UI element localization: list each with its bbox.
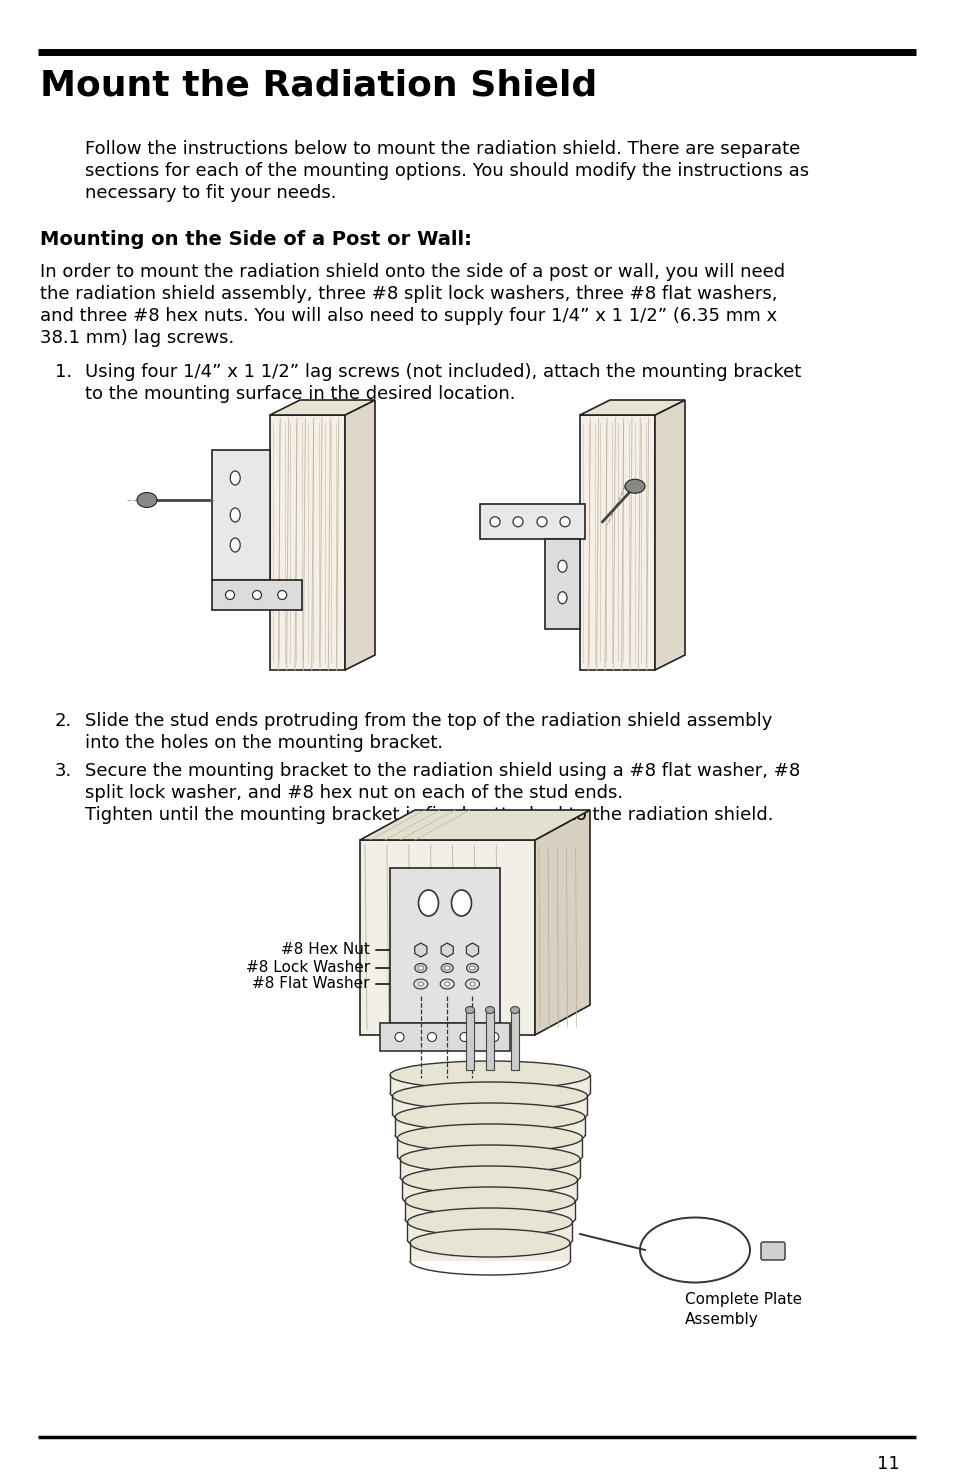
Bar [479,504,584,540]
Ellipse shape [459,1032,469,1041]
Bar [407,1221,572,1240]
FancyBboxPatch shape [760,1242,784,1260]
Bar [359,839,535,1035]
Ellipse shape [490,516,499,527]
Text: 3.: 3. [55,763,72,780]
Text: #8 Flat Washer: #8 Flat Washer [253,976,370,991]
Text: #8 Hex Nut: #8 Hex Nut [281,943,370,957]
Text: Slide the stud ends protruding from the top of the radiation shield assembly: Slide the stud ends protruding from the … [85,712,772,730]
Ellipse shape [485,1006,494,1013]
Bar [212,450,270,580]
Text: Mounting on the Side of a Post or Wall:: Mounting on the Side of a Post or Wall: [40,230,472,249]
Text: Tighten until the mounting bracket is firmly attached to the radiation shield.: Tighten until the mounting bracket is fi… [85,805,773,825]
Text: sections for each of the mounting options. You should modify the instructions as: sections for each of the mounting option… [85,162,808,180]
Ellipse shape [402,1167,577,1193]
Ellipse shape [427,1032,436,1041]
Ellipse shape [392,1083,587,1111]
Text: into the holes on the mounting bracket.: into the holes on the mounting bracket. [85,735,442,752]
Text: Follow the instructions below to mount the radiation shield. There are separate: Follow the instructions below to mount t… [85,140,800,158]
Bar [410,1243,569,1261]
Ellipse shape [417,982,423,985]
Text: 2.: 2. [55,712,72,730]
Bar [379,1024,510,1052]
Ellipse shape [417,966,423,971]
Ellipse shape [444,982,449,985]
Text: Mount the Radiation Shield: Mount the Radiation Shield [40,68,597,102]
Ellipse shape [558,591,566,603]
Bar [579,414,655,670]
Bar [390,1075,589,1093]
Bar [402,1180,577,1198]
Bar [270,414,345,670]
Bar [544,540,579,630]
Polygon shape [359,810,589,839]
Text: In order to mount the radiation shield onto the side of a post or wall, you will: In order to mount the radiation shield o… [40,263,784,282]
Text: Complete Plate
Assembly: Complete Plate Assembly [684,1292,801,1328]
Ellipse shape [395,1103,584,1131]
Bar [397,1139,582,1156]
Text: Using four 1/4” x 1 1/2” lag screws (not included), attach the mounting bracket: Using four 1/4” x 1 1/2” lag screws (not… [85,363,801,381]
Ellipse shape [137,493,157,507]
Bar [465,1010,474,1069]
Bar [212,580,302,611]
Text: the radiation shield assembly, three #8 split lock washers, three #8 flat washer: the radiation shield assembly, three #8 … [40,285,777,302]
Bar [392,1096,587,1114]
Ellipse shape [225,590,234,599]
Ellipse shape [559,516,569,527]
Bar [405,1201,575,1218]
Polygon shape [655,400,684,670]
Ellipse shape [390,1061,589,1089]
Ellipse shape [230,538,240,552]
Polygon shape [345,400,375,670]
Ellipse shape [415,963,426,972]
Text: to the mounting surface in the desired location.: to the mounting surface in the desired l… [85,385,515,403]
Ellipse shape [513,516,522,527]
Ellipse shape [414,979,427,990]
Ellipse shape [440,963,453,972]
Ellipse shape [407,1208,572,1236]
Ellipse shape [230,471,240,485]
Ellipse shape [537,516,546,527]
Ellipse shape [466,963,478,972]
Ellipse shape [465,1006,474,1013]
Bar [485,1010,494,1069]
Ellipse shape [558,560,566,572]
Ellipse shape [444,966,450,971]
Ellipse shape [395,1032,403,1041]
Ellipse shape [418,889,438,916]
Polygon shape [535,810,589,1035]
Text: and three #8 hex nuts. You will also need to supply four 1/4” x 1 1/2” (6.35 mm : and three #8 hex nuts. You will also nee… [40,307,777,324]
Ellipse shape [410,1229,569,1257]
Text: split lock washer, and #8 hex nut on each of the stud ends.: split lock washer, and #8 hex nut on eac… [85,785,622,802]
Ellipse shape [399,1145,579,1173]
Bar [395,1117,584,1134]
Bar [390,867,499,1024]
Ellipse shape [465,979,479,990]
Text: Secure the mounting bracket to the radiation shield using a #8 flat washer, #8: Secure the mounting bracket to the radia… [85,763,800,780]
Ellipse shape [277,590,287,599]
Ellipse shape [470,982,475,985]
Ellipse shape [490,1032,498,1041]
Ellipse shape [510,1006,519,1013]
Text: 11: 11 [877,1454,899,1474]
Polygon shape [579,400,684,414]
Bar [511,1010,518,1069]
Bar [399,1159,579,1177]
Text: 38.1 mm) lag screws.: 38.1 mm) lag screws. [40,329,234,347]
Ellipse shape [469,966,475,971]
Ellipse shape [397,1124,582,1152]
Text: #8 Lock Washer: #8 Lock Washer [246,960,370,975]
Ellipse shape [253,590,261,599]
Ellipse shape [439,979,454,990]
Ellipse shape [405,1187,575,1215]
Polygon shape [270,400,375,414]
Text: 1.: 1. [55,363,72,381]
Ellipse shape [230,507,240,522]
Text: necessary to fit your needs.: necessary to fit your needs. [85,184,336,202]
Ellipse shape [451,889,471,916]
Ellipse shape [624,479,644,493]
